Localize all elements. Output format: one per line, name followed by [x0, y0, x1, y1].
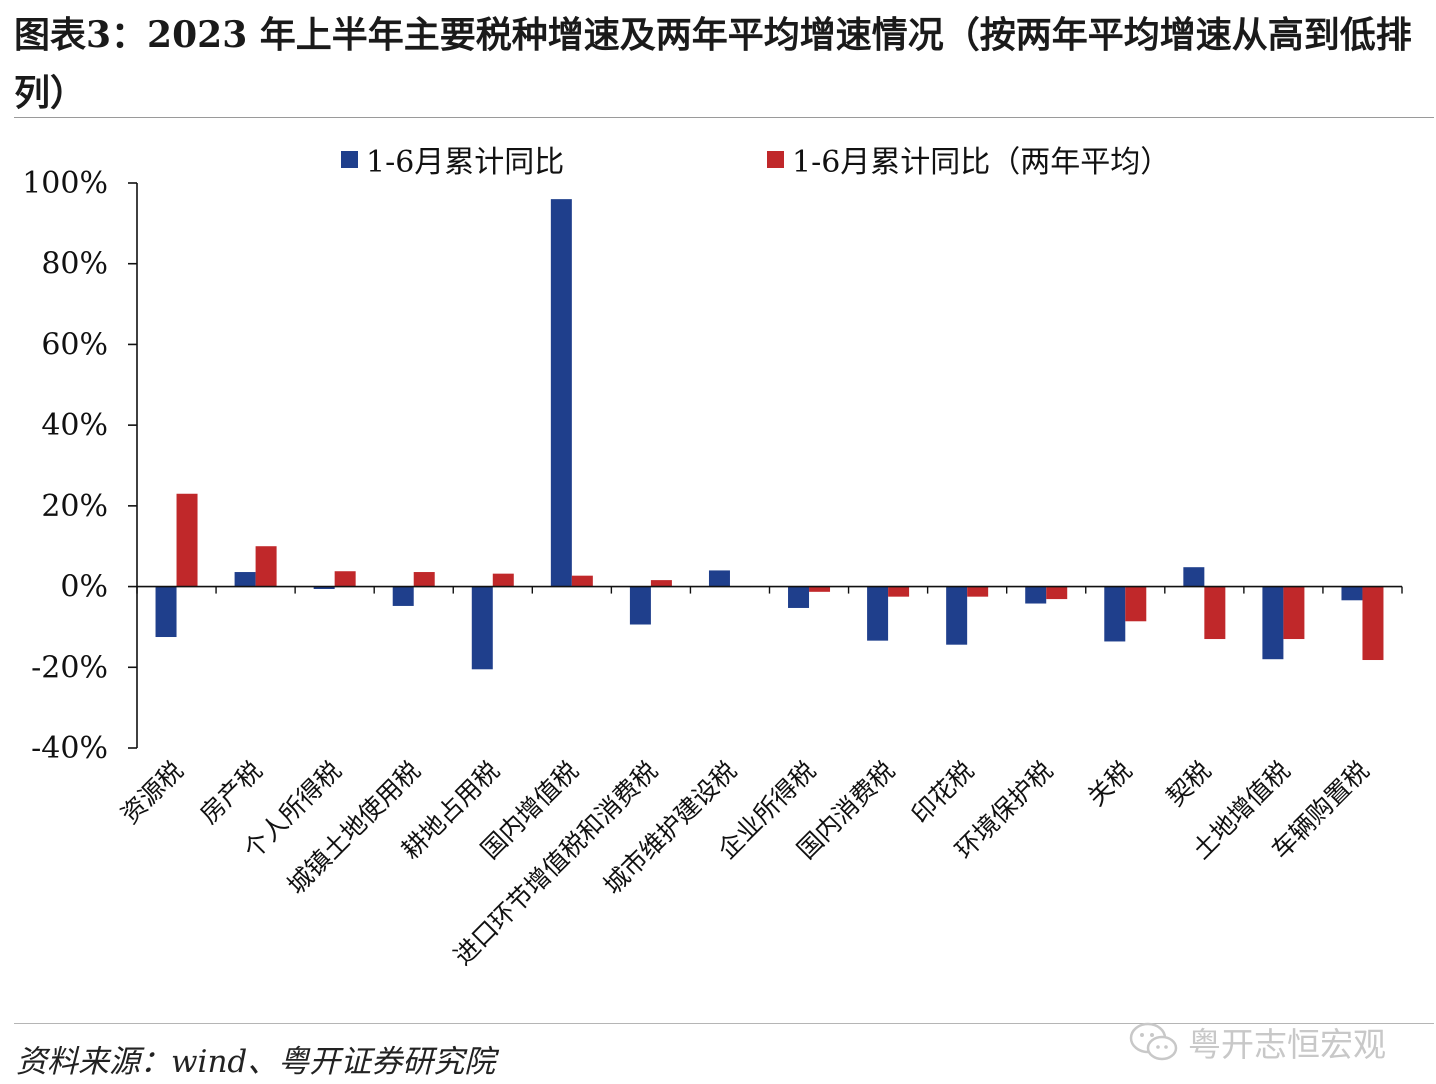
y-tick-label: 0% [60, 570, 108, 605]
bar-series-2 [1283, 586, 1305, 640]
bar-chart: 1-6月累计同比 1-6月累计同比（两年平均） 100% 80% 60% 40% 20%… [22, 145, 1403, 971]
x-category-label: 印花税 [906, 756, 980, 830]
bar-series-2 [809, 586, 831, 592]
bar-series-1 [1104, 586, 1126, 642]
y-tick-label: 100% [22, 166, 108, 201]
chart-legend: 1-6月累计同比 1-6月累计同比（两年平均） [341, 145, 1170, 180]
watermark: 粤开志恒宏观 [1128, 1018, 1386, 1066]
legend-label-series-1: 1-6月累计同比 [366, 145, 564, 180]
bar-series-1 [1341, 586, 1363, 601]
bar-series-1 [629, 586, 651, 625]
bar-series-2 [334, 571, 356, 587]
bar-series-2 [1362, 586, 1384, 661]
bar-series-1 [1025, 586, 1047, 604]
top-divider [14, 117, 1434, 118]
bar-series-1 [234, 572, 256, 587]
wechat-icon [1129, 1022, 1178, 1061]
y-tick-label: 40% [41, 408, 108, 443]
x-category-label: 资源税 [115, 756, 189, 830]
bar-series-2 [571, 575, 593, 587]
y-tick-label: 60% [41, 327, 108, 362]
plot-area: 100%80%60%40%20%0%-20%-40%资源税 房产税个人所得税城镇土… [22, 166, 1403, 971]
bar-series-1 [946, 586, 968, 645]
bar-series-1 [392, 586, 414, 606]
bar-series-1 [1183, 567, 1205, 587]
bar-series-2 [413, 572, 435, 587]
x-category-label: 契税 [1161, 756, 1217, 812]
bar-series-2 [1046, 586, 1068, 600]
legend-label-series-2: 1-6月累计同比（两年平均） [792, 145, 1170, 180]
x-category-label: 关税 [1082, 756, 1138, 812]
y-tick-label: -20% [31, 650, 108, 685]
x-category-label: 房产税 [194, 756, 268, 830]
y-tick-label: 80% [41, 247, 108, 282]
bar-series-2 [967, 586, 989, 597]
bar-series-1 [550, 199, 572, 587]
bar-series-2 [492, 573, 514, 587]
y-tick-label: 20% [41, 489, 108, 524]
bar-series-1 [155, 586, 177, 638]
bar-series-2 [1125, 586, 1147, 622]
bar-series-2 [888, 586, 910, 597]
bar-series-2 [1204, 586, 1226, 640]
x-category-label: 城市维护建设税 [598, 756, 742, 900]
bar-series-1 [788, 586, 810, 608]
bar-series-2 [176, 493, 198, 587]
bar-series-1 [1262, 586, 1284, 660]
bar-series-1 [471, 586, 493, 670]
bar-series-2 [650, 580, 672, 587]
bar-series-2 [255, 546, 277, 587]
watermark-text: 粤开志恒宏观 [1188, 1025, 1386, 1064]
bottom-divider [14, 1023, 1434, 1024]
legend-swatch-series-1 [341, 151, 358, 168]
chart-title: 图表3：2023 年上半年主要税种增速及两年平均增速情况（按两年平均增速从高到低… [14, 14, 1412, 114]
bar-series-1 [867, 586, 889, 641]
source-note: 资料来源：wind、粤开证券研究院 [16, 1044, 496, 1080]
y-tick-label: -40% [31, 731, 108, 766]
bar-series-1 [313, 586, 335, 589]
x-category-label: 城镇土地使用税 [282, 756, 426, 900]
bar-series-1 [708, 570, 730, 587]
legend-swatch-series-2 [767, 151, 784, 168]
